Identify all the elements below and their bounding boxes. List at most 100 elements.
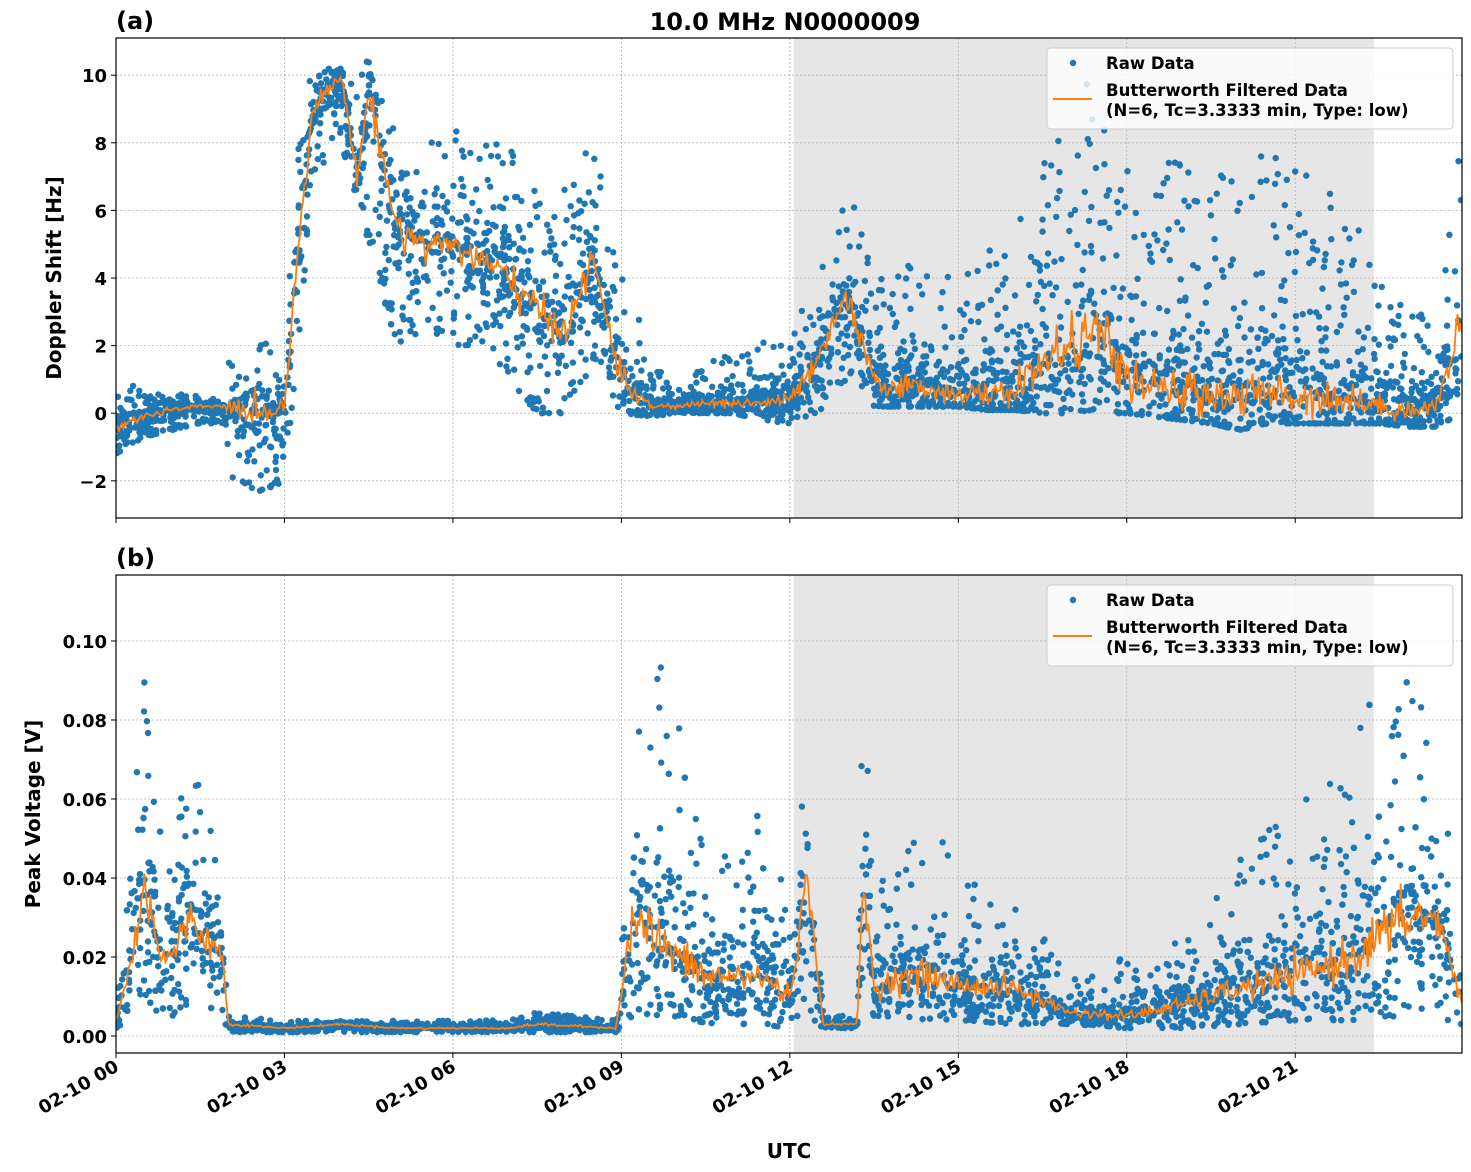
raw-data-point bbox=[1124, 960, 1131, 968]
raw-data-point bbox=[685, 407, 692, 414]
raw-data-point bbox=[409, 208, 416, 215]
raw-data-point bbox=[675, 874, 683, 881]
raw-data-point bbox=[499, 243, 507, 251]
raw-data-point bbox=[833, 299, 840, 307]
raw-data-point bbox=[504, 355, 511, 362]
raw-data-point bbox=[134, 961, 142, 968]
raw-data-point bbox=[502, 340, 510, 347]
raw-data-point bbox=[455, 341, 462, 348]
raw-data-point bbox=[295, 145, 302, 153]
raw-data-point bbox=[467, 228, 474, 235]
raw-data-point bbox=[1133, 334, 1140, 342]
raw-data-point bbox=[1081, 188, 1089, 196]
raw-data-point bbox=[1087, 242, 1095, 250]
raw-data-point bbox=[1213, 190, 1221, 197]
raw-data-point bbox=[1138, 408, 1146, 415]
raw-data-point bbox=[1163, 362, 1170, 369]
raw-data-point bbox=[941, 911, 948, 918]
raw-data-point bbox=[709, 383, 716, 390]
raw-data-point bbox=[858, 383, 866, 390]
raw-data-point bbox=[460, 153, 467, 160]
raw-data-point bbox=[788, 1014, 795, 1021]
raw-data-point bbox=[794, 405, 801, 412]
raw-data-point bbox=[1081, 407, 1088, 415]
raw-data-point bbox=[501, 306, 508, 314]
raw-data-point bbox=[1039, 228, 1046, 235]
raw-data-point bbox=[582, 356, 589, 363]
raw-data-point bbox=[975, 302, 982, 309]
raw-data-point bbox=[1417, 704, 1425, 711]
raw-data-point bbox=[591, 284, 598, 291]
raw-data-point bbox=[306, 182, 313, 189]
raw-data-point bbox=[1069, 391, 1076, 398]
raw-data-point bbox=[681, 396, 689, 403]
raw-data-point bbox=[1296, 413, 1303, 420]
raw-data-point bbox=[385, 304, 392, 311]
raw-data-point bbox=[364, 91, 371, 99]
raw-data-point bbox=[314, 155, 322, 163]
raw-data-point bbox=[1056, 388, 1063, 396]
raw-data-point bbox=[636, 340, 643, 347]
raw-data-point bbox=[994, 287, 1001, 294]
raw-data-point bbox=[569, 328, 577, 335]
raw-data-point bbox=[1410, 364, 1418, 372]
raw-data-point bbox=[997, 404, 1005, 411]
raw-data-point bbox=[817, 405, 825, 413]
raw-data-point bbox=[274, 390, 282, 398]
raw-data-point bbox=[1424, 378, 1431, 385]
raw-data-point bbox=[561, 186, 568, 193]
raw-data-point bbox=[1097, 375, 1105, 382]
raw-data-point bbox=[846, 275, 853, 282]
raw-data-point bbox=[1258, 305, 1266, 312]
raw-data-point bbox=[954, 372, 961, 379]
raw-data-point bbox=[1052, 361, 1059, 369]
raw-data-point bbox=[772, 930, 779, 938]
raw-data-point bbox=[243, 375, 250, 382]
raw-data-point bbox=[314, 86, 322, 93]
raw-data-point bbox=[183, 396, 190, 403]
raw-data-point bbox=[1156, 370, 1164, 377]
raw-data-point bbox=[469, 199, 476, 206]
raw-data-point bbox=[431, 191, 438, 198]
raw-data-point bbox=[1296, 366, 1303, 373]
raw-data-point bbox=[579, 250, 587, 257]
raw-data-point bbox=[363, 231, 370, 239]
raw-data-point bbox=[241, 480, 249, 487]
raw-data-point bbox=[1281, 922, 1289, 929]
raw-data-point bbox=[592, 355, 599, 363]
raw-data-point bbox=[504, 368, 512, 375]
raw-data-point bbox=[251, 458, 258, 465]
raw-data-point bbox=[1101, 219, 1108, 226]
raw-data-point bbox=[597, 173, 604, 180]
raw-data-point bbox=[506, 244, 513, 251]
raw-data-point bbox=[1116, 315, 1123, 322]
raw-data-point bbox=[1322, 325, 1330, 332]
raw-data-point bbox=[1140, 300, 1148, 307]
raw-data-point bbox=[929, 378, 937, 385]
raw-data-point bbox=[1177, 383, 1184, 391]
raw-data-point bbox=[1132, 967, 1140, 974]
raw-data-point bbox=[864, 254, 871, 261]
raw-data-point bbox=[661, 873, 668, 880]
raw-data-point bbox=[1409, 697, 1416, 705]
raw-data-point bbox=[1115, 209, 1122, 216]
raw-data-point bbox=[911, 345, 919, 353]
raw-data-point bbox=[629, 372, 636, 380]
raw-data-point bbox=[1155, 391, 1162, 398]
raw-data-point bbox=[1198, 320, 1206, 327]
raw-data-point bbox=[1241, 334, 1248, 341]
raw-data-point bbox=[129, 439, 136, 446]
raw-data-point bbox=[1132, 209, 1140, 217]
raw-data-point bbox=[1134, 388, 1142, 395]
raw-data-point bbox=[1313, 420, 1321, 427]
raw-data-point bbox=[1320, 263, 1328, 271]
raw-data-point bbox=[816, 314, 824, 322]
raw-data-point bbox=[1043, 262, 1051, 269]
raw-data-point bbox=[1043, 332, 1050, 339]
raw-data-point bbox=[1248, 411, 1255, 418]
raw-data-point bbox=[1090, 309, 1098, 317]
raw-data-point bbox=[1195, 340, 1202, 348]
raw-data-point bbox=[399, 304, 406, 311]
